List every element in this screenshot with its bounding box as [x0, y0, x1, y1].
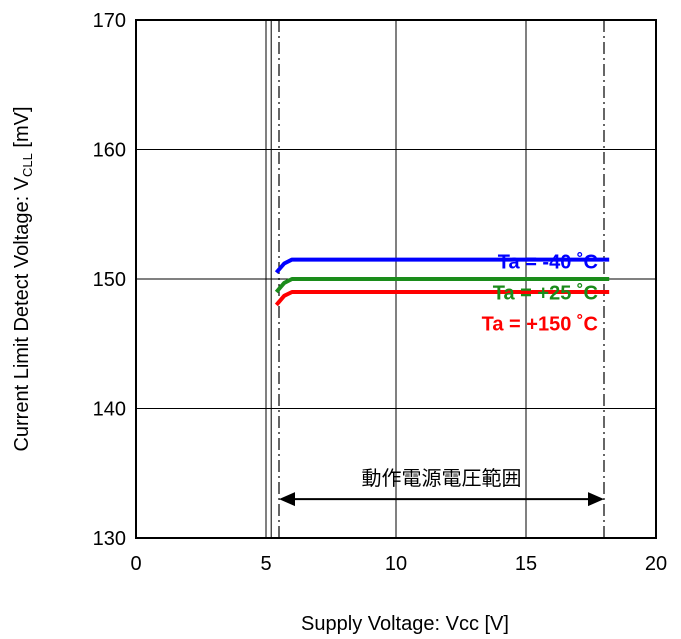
- x-axis-label: Supply Voltage: Vcc [V]: [301, 613, 509, 635]
- annotation-arrowhead-right: [588, 492, 604, 507]
- y-tick-label: 170: [93, 10, 126, 32]
- y-tick-label: 140: [93, 399, 126, 421]
- legend-entry: Ta = +25 ˚C: [493, 282, 598, 305]
- operating-range-label: 動作電源電圧範囲: [362, 467, 522, 490]
- x-tick-label: 5: [260, 553, 271, 575]
- y-axis-label-subscript: CLL: [20, 153, 35, 177]
- y-tick-label: 130: [93, 528, 126, 550]
- x-tick-label: 0: [130, 553, 141, 575]
- series-line: [274, 257, 610, 274]
- y-axis-label-suffix: [mV]: [11, 106, 33, 153]
- series-line: [274, 290, 610, 307]
- x-tick-label: 20: [645, 553, 667, 575]
- legend-entry: Ta = -40 ˚C: [498, 251, 598, 274]
- data-series: [274, 257, 610, 307]
- legend-entry: Ta = +150 ˚C: [482, 313, 598, 336]
- operating-range-annotation: 動作電源電圧範囲: [279, 467, 604, 507]
- x-tick-label: 15: [515, 553, 537, 575]
- y-tick-label: 150: [93, 269, 126, 291]
- plot-frame: [135, 19, 657, 539]
- y-axis-label: Current Limit Detect Voltage: VCLL [mV]: [11, 106, 35, 451]
- x-tick-label: 10: [385, 553, 407, 575]
- legend: Ta = -40 ˚C Ta = +25 ˚C Ta = +150 ˚C: [482, 251, 598, 336]
- annotation-arrowhead-left: [279, 492, 295, 507]
- tick-labels: 0 5 10 15 20 130 140 150 160 170: [93, 10, 668, 575]
- y-tick-label: 160: [93, 140, 126, 162]
- series-line: [274, 277, 610, 294]
- y-axis-label-prefix: Current Limit Detect Voltage: V: [11, 176, 33, 451]
